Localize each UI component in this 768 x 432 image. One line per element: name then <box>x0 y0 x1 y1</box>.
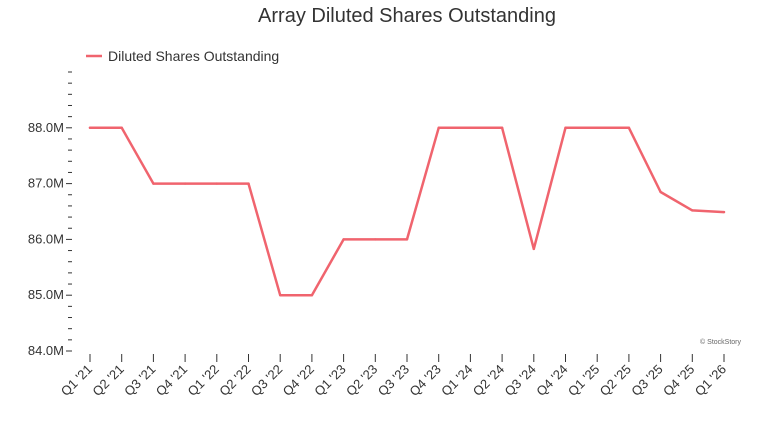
x-tick-label: Q1 '26 <box>692 362 729 399</box>
data-point <box>469 126 472 129</box>
y-tick-label: 88.0M <box>28 120 64 135</box>
data-point <box>183 182 187 185</box>
x-tick-label: Q3 '25 <box>628 362 665 399</box>
x-tick-label: Q4 '21 <box>153 362 190 399</box>
credit-text: © StockStory <box>700 338 741 346</box>
x-tick-label: Q3 '23 <box>375 362 412 399</box>
x-tick-label: Q4 '25 <box>660 362 697 399</box>
data-point <box>691 209 694 212</box>
x-tick-label: Q4 '24 <box>533 362 570 399</box>
x-tick-label: Q3 '21 <box>121 362 158 399</box>
data-point <box>627 126 631 129</box>
data-point <box>374 238 377 241</box>
data-point <box>437 126 440 129</box>
y-tick-label: 85.0M <box>28 287 64 302</box>
y-tick-label: 84.0M <box>28 343 64 358</box>
data-point <box>310 294 314 297</box>
x-tick-label: Q2 '25 <box>597 362 634 399</box>
x-tick-label: Q4 '22 <box>280 362 317 399</box>
x-tick-label: Q1 '23 <box>311 362 348 399</box>
data-point <box>120 126 123 129</box>
data-point <box>152 182 155 185</box>
data-point <box>532 247 535 251</box>
x-tick-label: Q2 '24 <box>470 362 507 399</box>
data-point <box>405 238 409 241</box>
y-tick-label: 87.0M <box>28 176 64 191</box>
data-point <box>247 182 250 185</box>
data-point <box>279 294 282 297</box>
data-point <box>88 126 92 129</box>
y-axis: 84.0M 85.0M 86.0M 87.0M 88.0M <box>28 71 72 358</box>
data-point <box>722 210 726 214</box>
x-tick-label: Q4 '23 <box>406 362 443 399</box>
x-tick-label: Q2 '22 <box>216 362 253 399</box>
x-tick-label: Q1 '22 <box>185 362 222 399</box>
x-tick-label: Q2 '23 <box>343 362 380 399</box>
data-point <box>564 126 567 129</box>
series-line <box>88 126 726 297</box>
data-point <box>659 190 662 194</box>
x-tick-label: Q1 '21 <box>58 362 95 399</box>
series-layer <box>88 126 726 297</box>
legend-label: Diluted Shares Outstanding <box>108 48 279 64</box>
data-point <box>342 238 345 241</box>
data-point <box>500 126 504 129</box>
x-tick-label: Q2 '21 <box>89 362 126 399</box>
chart-title: Array Diluted Shares Outstanding <box>258 5 556 27</box>
legend: Diluted Shares Outstanding <box>86 48 279 64</box>
x-tick-label: Q3 '22 <box>248 362 285 399</box>
y-tick-label: 86.0M <box>28 231 64 246</box>
x-tick-label: Q3 '24 <box>502 362 539 399</box>
x-tick-label: Q1 '24 <box>438 362 475 399</box>
data-point <box>596 126 599 129</box>
data-point <box>215 182 218 185</box>
x-tick-label: Q1 '25 <box>565 362 602 399</box>
